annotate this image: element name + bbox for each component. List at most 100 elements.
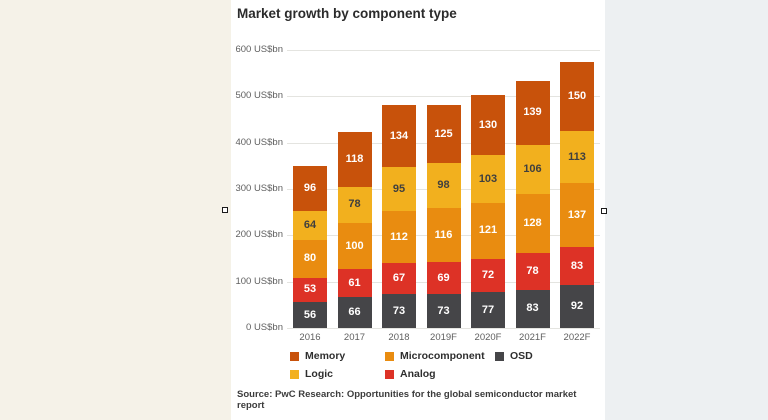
- x-axis-label: 2017: [343, 332, 366, 343]
- bar-column: 73 67 112 95 134: [382, 105, 416, 328]
- bar-column: 56 53 80 64 96: [293, 166, 327, 328]
- bar-column: 66 61 100 78 118: [337, 132, 372, 328]
- chart-title: Market growth by component type: [237, 6, 457, 21]
- y-axis-label: 100 US$bn: [235, 275, 283, 287]
- bar-segment: 130: [471, 94, 505, 156]
- bar-column: 73 69 116 98 125: [426, 105, 461, 328]
- bar-value-label: 56: [303, 308, 317, 321]
- y-axis-label: 400 US$bn: [235, 136, 283, 148]
- x-axis-label: 2022F: [563, 332, 591, 343]
- source-note: Source: PwC Research: Opportunities for …: [237, 389, 577, 411]
- bar-segment: 112: [382, 211, 416, 264]
- bar-value-label: 106: [523, 163, 542, 176]
- bar-segment: 78: [337, 186, 372, 223]
- legend-item-osd: OSD: [495, 350, 533, 362]
- bar-segment: 100: [337, 222, 372, 270]
- legend-label: Microcomponent: [400, 350, 485, 362]
- bar-segment: 73: [426, 294, 461, 328]
- bar-segment: 67: [382, 263, 416, 295]
- bar-segment: 150: [560, 61, 594, 132]
- bar-value-label: 139: [523, 106, 542, 119]
- chart-card: Market growth by component type 600 US$b…: [231, 0, 605, 420]
- gridline: [287, 96, 600, 98]
- bar-value-label: 73: [437, 304, 450, 317]
- bar-segment: 118: [337, 132, 372, 187]
- bar-segment: 72: [471, 258, 505, 293]
- bar-value-label: 130: [478, 118, 498, 131]
- bar-segment: 95: [382, 167, 416, 212]
- bar-segment: 66: [337, 297, 372, 328]
- bar-value-label: 66: [348, 306, 361, 319]
- bar-value-label: 64: [303, 219, 317, 232]
- bar-value-label: 150: [567, 89, 587, 102]
- bar-value-label: 78: [348, 198, 361, 211]
- legend-label: Memory: [305, 350, 346, 362]
- y-axis-label: 500 US$bn: [235, 90, 283, 102]
- legend-swatch: [290, 351, 299, 361]
- bar-value-label: 67: [392, 272, 406, 285]
- y-axis-label: 300 US$bn: [235, 183, 283, 194]
- x-axis-label: 2021F: [519, 332, 546, 343]
- x-axis-label: 2018: [388, 332, 410, 343]
- bar-segment: 103: [471, 155, 505, 203]
- bar-value-label: 83: [570, 259, 584, 272]
- bar-value-label: 69: [437, 271, 450, 284]
- bar-segment: 113: [560, 131, 594, 184]
- bar-segment: 78: [515, 253, 550, 290]
- legend-item-logic: Logic: [290, 368, 333, 380]
- bar-segment: 125: [426, 105, 461, 164]
- bar-segment: 106: [515, 145, 550, 195]
- legend-label: OSD: [510, 350, 533, 362]
- x-axis-label: 2019F: [430, 332, 457, 343]
- bar-segment: 137: [560, 183, 594, 247]
- bar-value-label: 112: [390, 230, 408, 243]
- y-axis-label: 600 US$bn: [235, 44, 283, 55]
- legend-swatch: [290, 369, 299, 379]
- bar-value-label: 77: [481, 303, 495, 316]
- bar-segment: 80: [293, 240, 327, 278]
- legend-swatch: [385, 351, 394, 361]
- legend-item-microcomponent: Microcomponent: [385, 350, 485, 362]
- bar-segment: 139: [515, 80, 550, 146]
- bar-value-label: 78: [526, 264, 539, 277]
- gridline: [287, 50, 600, 51]
- bar-segment: 128: [515, 194, 550, 254]
- bar-value-label: 134: [389, 129, 409, 142]
- bar-value-label: 83: [526, 302, 539, 315]
- gridline: [287, 328, 600, 329]
- x-axis-label: 2016: [299, 332, 321, 343]
- resize-handle-right[interactable]: [601, 208, 607, 214]
- bar-segment: 69: [426, 262, 461, 295]
- bar-value-label: 121: [478, 224, 498, 237]
- x-axis-label: 2020F: [474, 332, 502, 343]
- bar-value-label: 96: [303, 182, 317, 195]
- bar-value-label: 137: [567, 208, 587, 221]
- legend-label: Logic: [305, 368, 333, 380]
- bar-value-label: 116: [434, 228, 453, 241]
- bar-value-label: 92: [570, 300, 584, 313]
- bar-segment: 56: [293, 302, 327, 328]
- bar-segment: 83: [560, 246, 594, 286]
- bar-value-label: 53: [303, 283, 317, 296]
- legend-swatch: [385, 369, 394, 379]
- bar-value-label: 118: [345, 152, 364, 165]
- bar-segment: 83: [515, 289, 550, 328]
- resize-handle-left[interactable]: [222, 207, 228, 213]
- y-axis-label: 0 US$bn: [246, 322, 283, 333]
- bar-segment: 121: [471, 202, 505, 259]
- bar-segment: 96: [293, 166, 327, 211]
- bar-segment: 77: [471, 292, 505, 328]
- bar-column: 92 83 137 113 150: [560, 61, 594, 328]
- bar-segment: 53: [293, 277, 327, 303]
- bar-value-label: 98: [437, 179, 450, 192]
- bar-column: 77 72 121 103 130: [471, 94, 505, 328]
- legend-swatch: [495, 351, 504, 361]
- legend-label: Analog: [400, 368, 436, 380]
- bar-value-label: 100: [345, 239, 364, 252]
- bar-value-label: 125: [434, 127, 453, 140]
- bar-value-label: 113: [568, 150, 586, 163]
- bar-value-label: 95: [392, 182, 406, 195]
- bar-value-label: 61: [348, 276, 361, 289]
- legend-item-memory: Memory: [290, 350, 345, 362]
- bar-segment: 64: [293, 210, 327, 241]
